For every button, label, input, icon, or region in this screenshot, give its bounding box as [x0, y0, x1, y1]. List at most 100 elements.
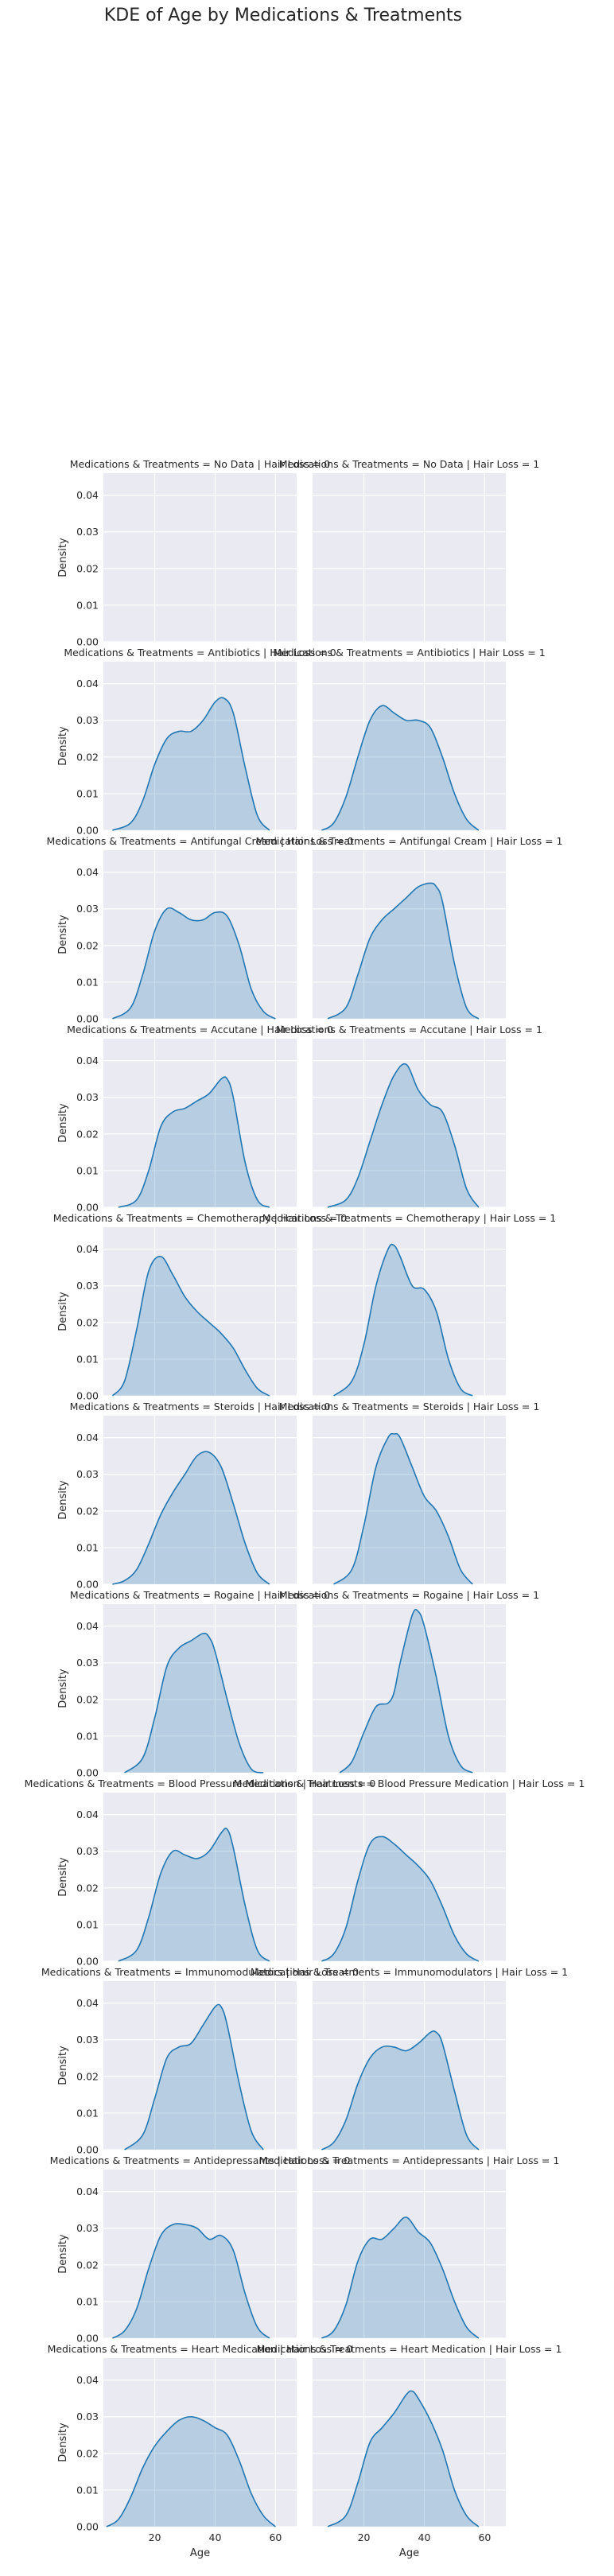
kde-area — [112, 2223, 270, 2338]
y-tick-label: 0.04 — [76, 1432, 99, 1443]
figure-title: KDE of Age by Medications & Treatments — [104, 6, 462, 25]
y-axis-label: Density — [57, 1480, 69, 1520]
panel-title: Medications & Treatments = Heart Medicat… — [48, 2343, 353, 2355]
facet-panel: Medications & Treatments = No Data | Hai… — [57, 458, 330, 648]
y-tick-label: 0.00 — [76, 1956, 99, 1968]
y-tick-label: 0.02 — [76, 939, 99, 951]
kde-area — [340, 1609, 473, 1773]
kde-curve — [327, 2390, 480, 2527]
kde-curve — [112, 1451, 270, 1585]
panel-background — [103, 1039, 297, 1207]
panel-background — [103, 1793, 297, 1961]
x-tick-label: 20 — [358, 2531, 371, 2543]
y-tick-label: 0.04 — [76, 1620, 99, 1632]
y-tick-label: 0.01 — [76, 976, 99, 988]
facet-panel: Medications & Treatments = Antibiotics |… — [57, 647, 336, 837]
facet-panel: Medications & Treatments = Antidepressan… — [259, 2154, 560, 2339]
facet-panel: Medications & Treatments = Heart Medicat… — [257, 2343, 562, 2559]
panel-background — [103, 473, 297, 642]
panel-title: Medications & Treatments = Antibiotics |… — [64, 647, 336, 659]
panel-title: Medications & Treatments = Antibiotics |… — [273, 647, 545, 659]
y-tick-label: 0.02 — [76, 1316, 99, 1328]
panel-background — [313, 850, 506, 1019]
y-tick-label: 0.01 — [76, 599, 99, 611]
panel-background — [313, 2170, 506, 2338]
kde-curve — [111, 1256, 270, 1397]
kde-area — [321, 1836, 479, 1961]
kde-area — [124, 1633, 264, 1773]
x-tick-label: 40 — [209, 2531, 222, 2543]
kde-curve — [327, 1063, 480, 1208]
panel-background — [313, 1793, 506, 1961]
panel-background — [313, 1039, 506, 1207]
y-tick-label: 0.01 — [76, 2484, 99, 2496]
panel-title: Medications & Treatments = Antifungal Cr… — [256, 835, 563, 847]
panel-background — [313, 2358, 506, 2527]
kde-curve — [111, 2223, 270, 2339]
y-axis-label: Density — [57, 1292, 69, 1331]
y-tick-label: 0.02 — [76, 2070, 99, 2082]
kde-curve — [106, 2415, 276, 2527]
facet-panel: Medications & Treatments = Accutane | Ha… — [276, 1024, 542, 1208]
panel-background — [313, 1416, 506, 1584]
kde-curve — [118, 1828, 270, 1962]
kde-curve — [333, 1432, 473, 1585]
panel-title: Medications & Treatments = No Data | Hai… — [70, 458, 331, 470]
facet-panel: Medications & Treatments = Antidepressan… — [50, 2154, 351, 2345]
x-axis-label: Age — [190, 2547, 210, 2559]
panel-background — [103, 850, 297, 1019]
y-tick-label: 0.04 — [76, 678, 99, 690]
y-tick-label: 0.01 — [76, 1353, 99, 1365]
kde-area — [106, 2416, 276, 2527]
kde-curve — [118, 1076, 270, 1208]
y-tick-label: 0.00 — [76, 825, 99, 837]
kde-curve — [321, 2030, 480, 2151]
y-tick-label: 0.02 — [76, 1505, 99, 1517]
panels-layer: Medications & Treatments = No Data | Hai… — [25, 458, 585, 2559]
y-axis-label: Density — [57, 538, 69, 577]
kde-area — [321, 2030, 479, 2150]
kde-area — [118, 1828, 270, 1961]
y-tick-label: 0.03 — [76, 2222, 99, 2234]
kde-curve — [124, 1632, 264, 1774]
kde-curve — [321, 705, 480, 831]
kde-curve — [333, 1243, 473, 1397]
facet-panel: Medications & Treatments = Chemotherapy … — [262, 1212, 556, 1397]
y-tick-label: 0.03 — [76, 2411, 99, 2423]
kde-area — [124, 2004, 264, 2150]
facet-panel: Medications & Treatments = Accutane | Ha… — [57, 1024, 333, 1214]
y-tick-label: 0.02 — [76, 2447, 99, 2459]
y-tick-label: 0.04 — [76, 1055, 99, 1067]
panel-title: Medications & Treatments = Antifungal Cr… — [47, 835, 354, 847]
panel-title: Medications & Treatments = Antidepressan… — [259, 2154, 560, 2166]
panel-title: Medications & Treatments = Blood Pressur… — [234, 1778, 585, 1789]
y-axis-label: Density — [57, 2046, 69, 2085]
x-tick-label: 20 — [149, 2531, 161, 2543]
facet-panel: Medications & Treatments = Rogaine | Hai… — [57, 1589, 330, 1779]
y-tick-label: 0.03 — [76, 1845, 99, 1857]
y-axis-label: Density — [57, 1103, 69, 1143]
panel-background — [103, 1416, 297, 1584]
y-tick-label: 0.02 — [76, 562, 99, 574]
y-tick-label: 0.00 — [76, 2144, 99, 2156]
y-axis-label: Density — [57, 726, 69, 766]
y-tick-label: 0.01 — [76, 787, 99, 799]
facet-panel: Medications & Treatments = Immunomodulat… — [41, 1966, 359, 2156]
y-tick-label: 0.02 — [76, 751, 99, 763]
kde-curve — [321, 1836, 480, 1962]
kde-curve — [321, 2217, 480, 2339]
panel-title: Medications & Treatments = Rogaine | Hai… — [279, 1589, 539, 1601]
y-tick-label: 0.02 — [76, 1693, 99, 1705]
panel-title: Medications & Treatments = Chemotherapy … — [53, 1212, 348, 1224]
kde-area — [321, 2217, 479, 2338]
y-tick-label: 0.03 — [76, 1657, 99, 1669]
y-tick-label: 0.00 — [76, 1202, 99, 1214]
y-tick-label: 0.01 — [76, 1541, 99, 1553]
facet-panel: Medications & Treatments = Antifungal Cr… — [256, 835, 563, 1020]
y-tick-label: 0.02 — [76, 1882, 99, 1894]
facet-panel: Medications & Treatments = Antifungal Cr… — [47, 835, 354, 1025]
kde-area — [333, 1433, 473, 1584]
panel-title: Medications & Treatments = Accutane | Ha… — [67, 1024, 333, 1035]
y-tick-label: 0.03 — [76, 903, 99, 915]
kde-area — [327, 883, 479, 1019]
